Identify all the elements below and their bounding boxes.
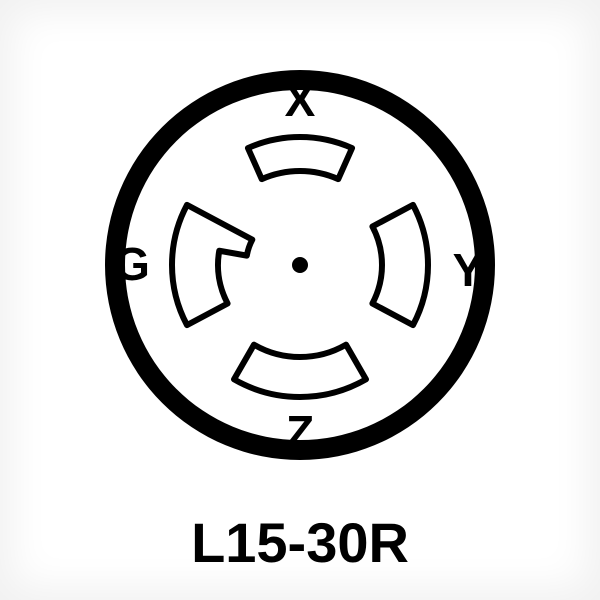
slot-y: [372, 205, 428, 325]
slot-x: [248, 137, 352, 179]
terminal-label-x: X: [285, 73, 316, 127]
terminal-label-y: Y: [453, 243, 484, 297]
diagram-caption: L15-30R: [0, 510, 600, 575]
slot-g: [172, 205, 252, 325]
slot-z: [234, 345, 366, 397]
center-dot: [292, 257, 308, 273]
terminal-label-z: Z: [286, 405, 314, 459]
terminal-label-g: G: [114, 237, 150, 291]
connector-diagram: X Y Z G L15-30R: [0, 0, 600, 600]
